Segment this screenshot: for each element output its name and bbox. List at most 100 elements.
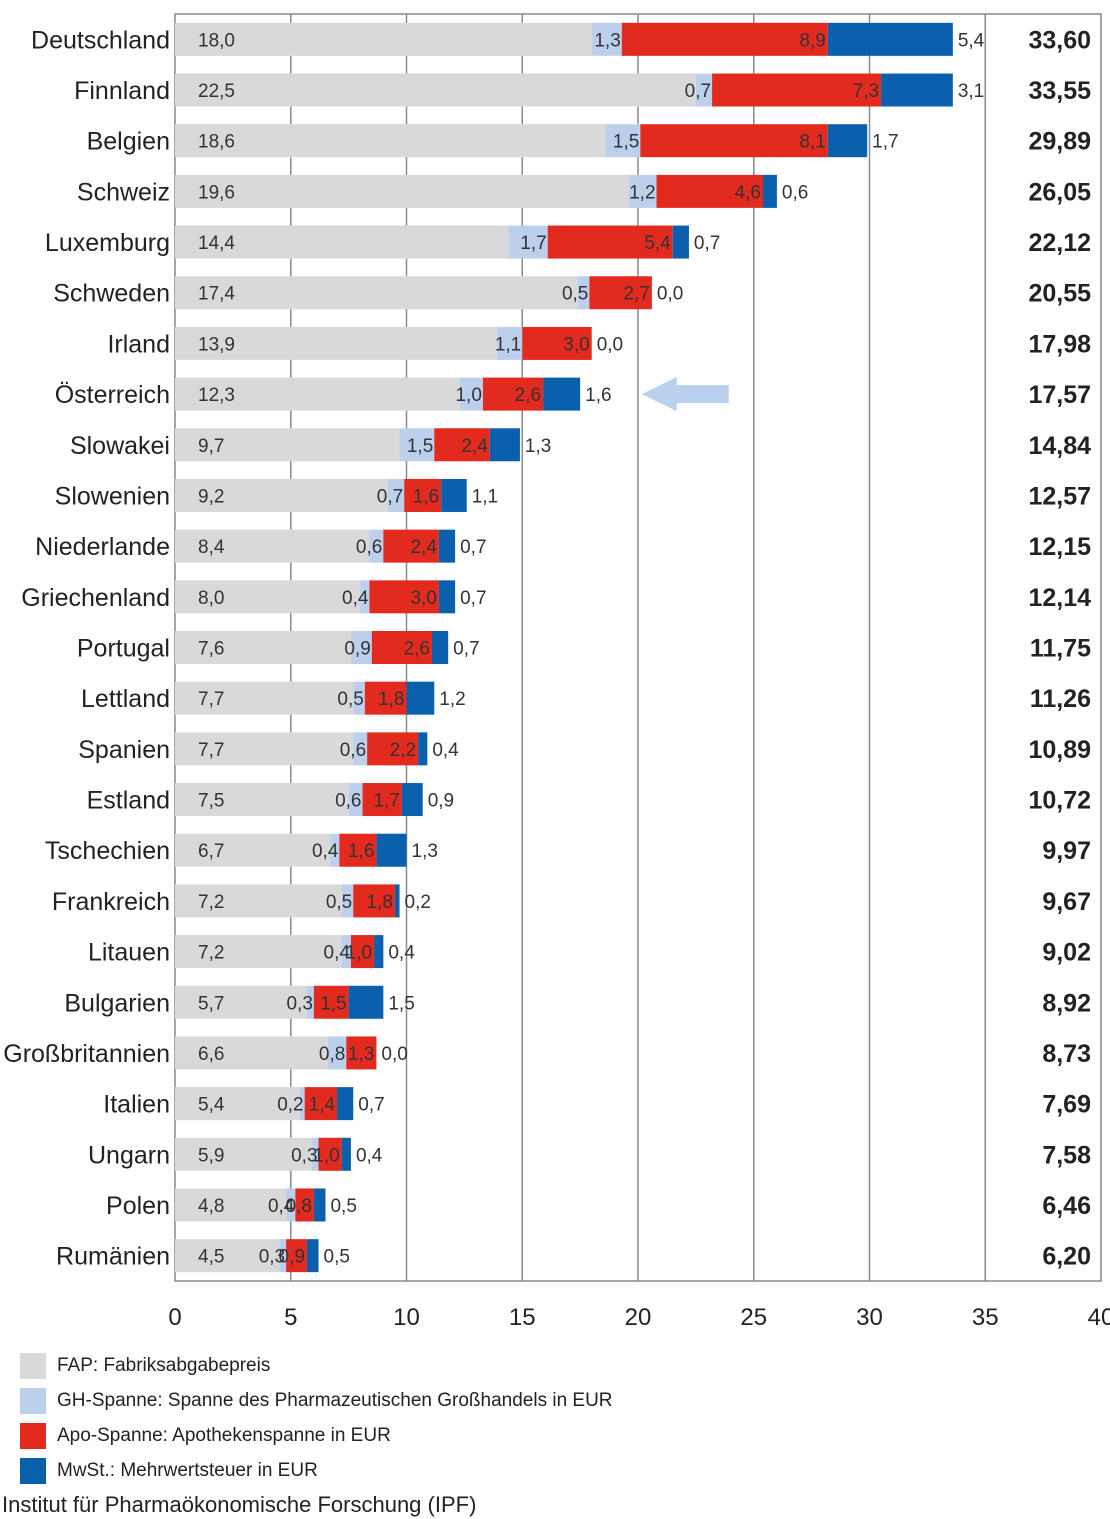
total-label: 10,72 [1028, 787, 1091, 815]
bar-fap [175, 1137, 312, 1171]
value-label-mwst: 1,7 [872, 132, 898, 153]
value-label-fap: 12,3 [198, 385, 235, 406]
bar-mwst [827, 22, 953, 56]
bar-fap [175, 1036, 328, 1070]
value-label-mwst: 0,4 [432, 740, 459, 761]
bar-gh [360, 580, 370, 614]
bar-apo [367, 732, 419, 766]
value-label-fap: 5,9 [198, 1145, 224, 1166]
bar-mwst [489, 428, 520, 462]
value-label-gh: 0,3 [291, 1145, 317, 1166]
bar-mwst [431, 631, 449, 664]
value-label-fap: 6,7 [198, 841, 224, 862]
bar-apo [353, 884, 395, 918]
value-label-gh: 0,3 [286, 993, 312, 1014]
category-label: Rumänien [56, 1243, 170, 1271]
bar-apo [434, 428, 490, 462]
bar-mwst [376, 833, 407, 867]
value-label-fap: 22,5 [198, 81, 235, 102]
total-label: 8,92 [1042, 989, 1091, 1017]
value-label-gh: 0,6 [340, 740, 366, 761]
value-label-apo: 1,6 [413, 486, 439, 507]
x-tick-label: 0 [168, 1304, 181, 1331]
total-label: 9,67 [1042, 888, 1091, 916]
value-label-apo: 1,6 [348, 841, 374, 862]
bar-apo [339, 833, 377, 867]
value-label-apo: 3,0 [563, 334, 589, 355]
bar-apo [346, 1036, 377, 1070]
total-label: 9,02 [1042, 939, 1091, 967]
value-label-apo: 2,6 [404, 639, 430, 660]
total-label: 6,46 [1042, 1192, 1091, 1220]
value-label-mwst: 0,6 [782, 182, 808, 203]
category-label: Irland [107, 330, 170, 358]
value-label-gh: 1,0 [455, 385, 481, 406]
value-label-gh: 1,7 [520, 233, 546, 254]
value-label-apo: 8,1 [799, 132, 825, 153]
value-label-gh: 1,2 [629, 182, 655, 203]
value-label-gh: 0,3 [259, 1247, 285, 1268]
bar-apo [286, 1239, 307, 1273]
bar-gh [605, 124, 641, 158]
bar-fap [175, 1239, 280, 1273]
total-label: 26,05 [1028, 178, 1091, 206]
legend-label-apo: Apo-Spanne: Apothekenspanne in EUR [57, 1424, 391, 1446]
value-label-mwst: 1,6 [585, 385, 611, 406]
category-label: Ungarn [88, 1141, 170, 1169]
value-label-apo: 5,4 [644, 233, 671, 254]
bar-mwst [418, 732, 428, 766]
bar-fap [175, 326, 497, 360]
value-label-gh: 1,1 [495, 334, 521, 355]
legend-swatch-gh [20, 1387, 46, 1414]
category-label: Schweiz [77, 178, 170, 206]
value-label-gh: 0,8 [319, 1044, 345, 1065]
total-label: 12,57 [1028, 482, 1091, 510]
bar-fap [175, 73, 696, 107]
category-label: Niederlande [35, 533, 170, 561]
category-label: Österreich [55, 381, 170, 409]
legend-item-apo: Apo-Spanne: Apothekenspanne in EUR [20, 1418, 613, 1453]
value-label-gh: 0,4 [312, 841, 339, 862]
value-label-mwst: 0,0 [381, 1044, 407, 1065]
category-label: Portugal [77, 635, 170, 663]
value-label-apo: 2,6 [515, 385, 541, 406]
value-label-gh: 0,5 [337, 689, 363, 710]
value-label-mwst: 3,1 [958, 81, 984, 102]
bar-apo [482, 377, 544, 411]
bar-fap [175, 580, 361, 614]
value-label-gh: 0,4 [324, 943, 351, 964]
bar-apo [404, 478, 442, 512]
bar-apo [295, 1188, 314, 1222]
bar-mwst [438, 529, 456, 563]
bar-fap [175, 935, 342, 969]
total-label: 29,89 [1028, 128, 1091, 156]
category-label: Großbritannien [3, 1040, 170, 1068]
category-label: Estland [87, 787, 170, 815]
bar-apo [656, 174, 764, 208]
value-label-apo: 1,0 [346, 943, 372, 964]
value-label-mwst: 1,1 [472, 486, 498, 507]
value-label-gh: 0,5 [326, 892, 352, 913]
value-label-gh: 0,6 [356, 537, 382, 558]
category-label: Spanien [78, 736, 170, 764]
bar-gh [369, 529, 384, 563]
value-label-fap: 8,0 [198, 588, 224, 609]
total-label: 7,69 [1042, 1091, 1091, 1119]
bar-fap [175, 478, 388, 512]
value-label-gh: 1,5 [613, 132, 639, 153]
bar-gh [327, 1036, 347, 1070]
x-tick-label: 30 [856, 1304, 883, 1331]
value-label-mwst: 1,3 [525, 436, 551, 457]
value-label-fap: 14,4 [198, 233, 235, 254]
bar-gh [353, 681, 365, 715]
bar-apo [362, 783, 402, 817]
bar-gh [306, 985, 314, 1019]
total-label: 12,15 [1028, 533, 1091, 561]
value-label-fap: 7,7 [198, 689, 224, 710]
value-label-gh: 0,7 [377, 486, 403, 507]
total-label: 14,84 [1028, 432, 1091, 460]
bar-gh [577, 276, 590, 310]
stacked-bar-chart: 0 5 10 15 20 25 30 35 40 Deutschland 18,0 1,3 8,9 5,4… [3, 13, 1110, 1331]
value-label-mwst: 0,0 [657, 284, 683, 305]
bar-gh [348, 783, 363, 817]
